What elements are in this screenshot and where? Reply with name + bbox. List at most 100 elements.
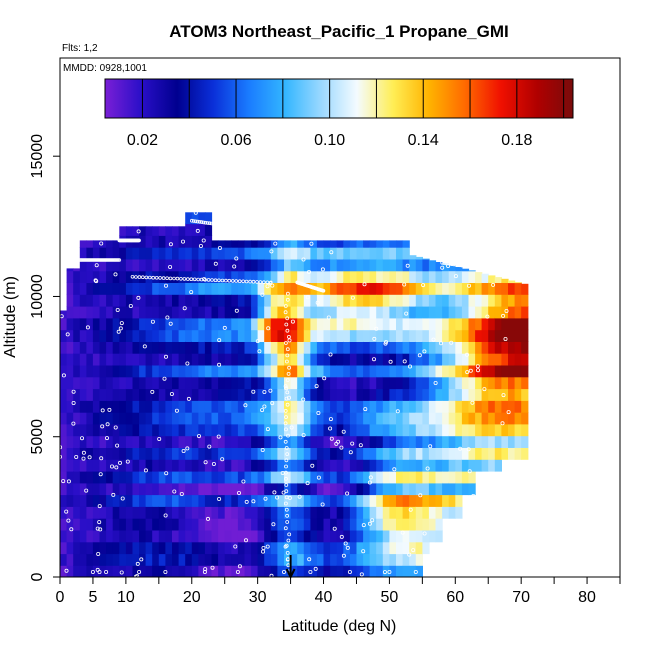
sample-point [196, 277, 201, 282]
heatmap-cell [448, 364, 456, 378]
heatmap-cell [152, 317, 160, 331]
heatmap-cell [112, 471, 120, 484]
heatmap-cell [92, 294, 101, 307]
heatmap-cell [396, 364, 404, 378]
heatmap-cell [382, 247, 390, 260]
heatmap-cell [501, 376, 509, 390]
sample-point [284, 446, 289, 450]
heatmap-cell [310, 541, 318, 555]
chart-title: ATOM3 Northeast_Pacific_1 Propane_GMI [169, 22, 508, 41]
heatmap-cell [165, 541, 173, 555]
heatmap-cell [145, 329, 153, 342]
heatmap-cell [112, 270, 120, 283]
heatmap-cell [185, 435, 193, 448]
heatmap-cell [521, 364, 529, 378]
heatmap-cell [336, 518, 344, 531]
sample-point [203, 277, 207, 282]
heatmap-cell [316, 317, 325, 331]
heatmap-cell [475, 272, 483, 284]
heatmap-cell [178, 541, 186, 555]
heatmap-cell [468, 459, 476, 472]
heatmap-cell [376, 529, 384, 543]
heatmap-cell [79, 329, 87, 342]
sample-point [408, 507, 413, 512]
heatmap-cell [303, 482, 311, 496]
sample-point [217, 278, 221, 283]
heatmap-cell [112, 376, 120, 390]
heatmap-cell [172, 388, 180, 401]
sample-point [281, 570, 286, 575]
sample-point [237, 279, 242, 284]
heatmap-cell [211, 447, 219, 460]
heatmap-cell [310, 388, 318, 401]
heatmap-cell [86, 518, 94, 531]
heatmap-cell [349, 541, 358, 555]
heatmap-cell [415, 364, 423, 378]
sample-point [285, 513, 290, 518]
heatmap-cell [284, 282, 292, 295]
heatmap-cell [310, 294, 318, 307]
heatmap-cell [139, 282, 147, 295]
sample-point [313, 566, 318, 571]
sample-point [470, 400, 475, 405]
sample-point [180, 239, 185, 244]
sample-point [467, 469, 472, 474]
heatmap-cell [172, 329, 180, 342]
heatmap-cell [237, 341, 246, 354]
heatmap-cell [310, 317, 318, 331]
sample-point [97, 504, 102, 509]
heatmap-cell [211, 565, 219, 577]
heatmap-cell [224, 306, 232, 319]
heatmap-cell [363, 240, 371, 248]
heatmap-cell [356, 435, 364, 448]
heatmap-cell [494, 341, 502, 354]
heatmap-cell [99, 482, 107, 496]
heatmap-cell [488, 364, 496, 378]
sample-point [363, 407, 368, 412]
heatmap-cell [455, 317, 463, 331]
heatmap-cell [119, 329, 127, 342]
sample-point [163, 354, 168, 359]
heatmap-cell [336, 506, 344, 519]
heatmap-cell [363, 329, 371, 342]
heatmap-cell [73, 317, 81, 331]
heatmap-cell [139, 400, 147, 413]
heatmap-cell [218, 541, 226, 555]
sample-point [487, 267, 492, 272]
heatmap-cell [139, 494, 147, 507]
sample-point [257, 228, 261, 233]
heatmap-cell [191, 258, 199, 272]
heatmap-cell [323, 247, 331, 260]
heatmap-cell [442, 506, 450, 519]
heatmap-cell [488, 282, 496, 295]
heatmap-cell [270, 364, 278, 378]
heatmap-cell [468, 306, 476, 319]
heatmap-cell [270, 423, 278, 437]
heatmap-cell [270, 541, 278, 555]
heatmap-cell [290, 412, 298, 425]
heatmap-cell [191, 341, 199, 354]
heatmap-cell [316, 258, 325, 272]
heatmap-cell [343, 412, 351, 425]
sample-point [223, 223, 228, 228]
heatmap-cell [60, 388, 68, 401]
sample-point [258, 280, 263, 284]
heatmap-cell [468, 317, 476, 331]
heatmap-cell [330, 388, 338, 401]
heatmap-cell [125, 364, 134, 378]
heatmap-cell [501, 435, 509, 448]
sample-point [285, 353, 290, 358]
heatmap-cell [330, 317, 338, 331]
heatmap-cell [310, 240, 318, 248]
heatmap-cell [66, 270, 74, 283]
heatmap-cell [455, 388, 463, 401]
sample-point [154, 275, 159, 280]
heatmap-cell [277, 541, 285, 555]
heatmap-cell [204, 529, 213, 543]
sample-point [249, 227, 253, 231]
heatmap-cell [481, 364, 489, 378]
heatmap-cell [86, 506, 94, 519]
heatmap-cell [415, 282, 423, 295]
heatmap-cell [172, 364, 180, 378]
heatmap-cell [297, 341, 305, 354]
